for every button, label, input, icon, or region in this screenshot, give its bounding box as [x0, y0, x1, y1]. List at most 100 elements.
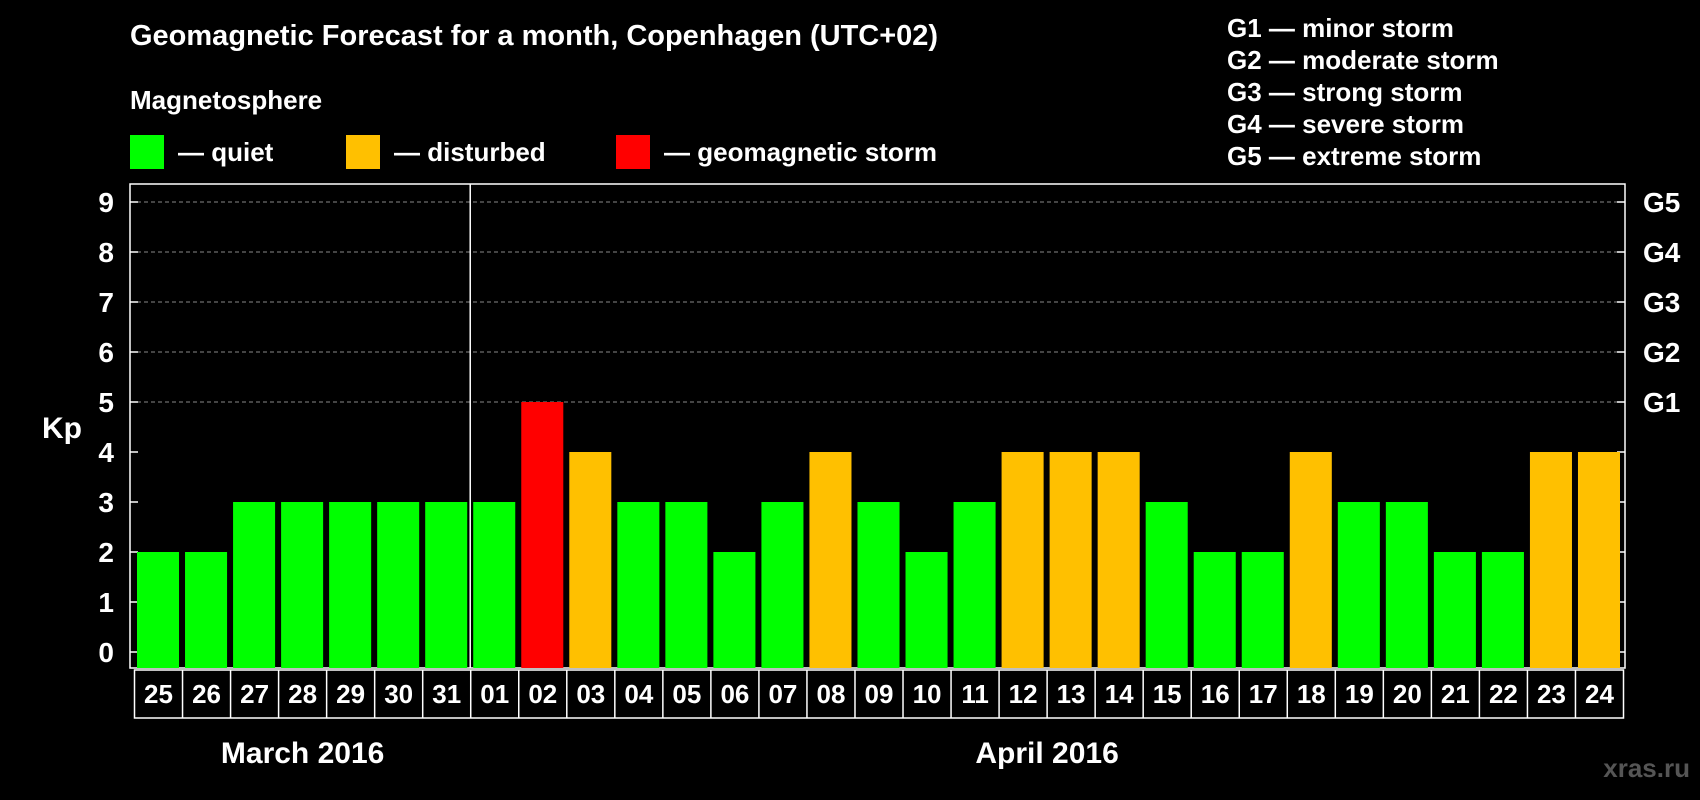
bar-11 — [953, 502, 996, 668]
x-tick-label-29: 29 — [336, 679, 365, 709]
x-tick-label-13: 13 — [1057, 679, 1086, 709]
y-axis-label: Kp — [42, 412, 82, 445]
x-tick-label-19: 19 — [1345, 679, 1374, 709]
bar-29 — [329, 502, 372, 668]
storm-scale-legend: G1 — minor storm G2 — moderate storm G3 … — [1227, 12, 1499, 172]
x-tick-label-15: 15 — [1153, 679, 1182, 709]
y-tick-label: 3 — [98, 487, 114, 518]
chart-title: Geomagnetic Forecast for a month, Copenh… — [130, 20, 939, 52]
y-tick-label: 7 — [98, 287, 114, 318]
x-tick-label-20: 20 — [1393, 679, 1422, 709]
bar-06 — [713, 552, 756, 668]
storm-scale-g2: G2 — moderate storm — [1227, 45, 1499, 75]
y-tick-label: 4 — [98, 437, 114, 468]
bar-13 — [1049, 452, 1092, 668]
x-tick-label-01: 01 — [480, 679, 509, 709]
bar-05 — [665, 502, 708, 668]
x-tick-label-12: 12 — [1009, 679, 1038, 709]
x-tick-label-18: 18 — [1297, 679, 1326, 709]
y-tick-label: 8 — [98, 237, 114, 268]
month-label-1: April 2016 — [975, 737, 1118, 770]
legend-item-disturbed: — disturbed — [346, 135, 546, 169]
bar-21 — [1433, 552, 1476, 668]
storm-scale-g3: G3 — strong storm — [1227, 77, 1463, 107]
bar-09 — [857, 502, 900, 668]
y-tick-label: 9 — [98, 187, 114, 218]
storm-scale-g5: G5 — extreme storm — [1227, 141, 1482, 171]
bar-22 — [1481, 552, 1524, 668]
bar-31 — [425, 502, 468, 668]
x-tick-label-27: 27 — [240, 679, 269, 709]
x-tick-label-30: 30 — [384, 679, 413, 709]
right-tick-label-g4: G4 — [1643, 237, 1681, 268]
right-tick-label-g5: G5 — [1643, 187, 1680, 218]
storm-scale-g4: G4 — severe storm — [1227, 109, 1465, 139]
bar-14 — [1097, 452, 1140, 668]
storm-scale-g1: G1 — minor storm — [1227, 13, 1454, 43]
x-tick-label-24: 24 — [1585, 679, 1614, 709]
y-tick-label: 2 — [98, 537, 114, 568]
y-tick-label: 5 — [98, 387, 114, 418]
month-label-0: March 2016 — [221, 737, 384, 770]
legend-swatch-storm — [616, 135, 650, 169]
bar-24 — [1577, 452, 1620, 668]
legend-item-storm: — geomagnetic storm — [616, 135, 937, 169]
right-tick-label-g3: G3 — [1643, 287, 1680, 318]
bar-01 — [473, 502, 516, 668]
bar-08 — [809, 452, 852, 668]
x-tick-label-02: 02 — [528, 679, 557, 709]
x-tick-label-09: 09 — [865, 679, 894, 709]
x-tick-label-11: 11 — [961, 679, 989, 709]
x-tick-label-08: 08 — [817, 679, 846, 709]
bar-23 — [1529, 452, 1572, 668]
x-tick-label-16: 16 — [1201, 679, 1230, 709]
bar-10 — [905, 552, 948, 668]
legend-heading: Magnetosphere — [130, 85, 323, 115]
bar-03 — [569, 452, 612, 668]
legend-swatch-quiet — [130, 135, 164, 169]
x-tick-label-26: 26 — [192, 679, 221, 709]
bar-15 — [1145, 502, 1188, 668]
x-tick-label-04: 04 — [624, 679, 653, 709]
x-tick-label-17: 17 — [1249, 679, 1278, 709]
x-tick-label-10: 10 — [913, 679, 942, 709]
bar-19 — [1337, 502, 1380, 668]
x-tick-label-22: 22 — [1489, 679, 1518, 709]
bar-02 — [521, 402, 564, 668]
bar-07 — [761, 502, 804, 668]
bar-25 — [137, 552, 180, 668]
legend-swatch-disturbed — [346, 135, 380, 169]
bar-27 — [233, 502, 276, 668]
x-tick-label-25: 25 — [144, 679, 173, 709]
x-tick-label-21: 21 — [1441, 679, 1470, 709]
x-tick-label-31: 31 — [432, 679, 461, 709]
y-tick-label: 6 — [98, 337, 114, 368]
bar-26 — [185, 552, 228, 668]
legend-label-disturbed: — disturbed — [394, 136, 546, 167]
bar-18 — [1289, 452, 1332, 668]
x-tick-label-14: 14 — [1105, 679, 1134, 709]
legend-label-quiet: — quiet — [178, 136, 274, 167]
watermark: xras.ru — [1603, 753, 1690, 783]
bar-12 — [1001, 452, 1044, 668]
bar-28 — [281, 502, 324, 668]
bar-16 — [1193, 552, 1236, 668]
bar-30 — [377, 502, 420, 668]
right-tick-label-g1: G1 — [1643, 387, 1680, 418]
x-tick-label-03: 03 — [576, 679, 605, 709]
y-tick-label: 1 — [98, 587, 114, 618]
y-tick-label: 0 — [98, 637, 114, 668]
x-tick-label-28: 28 — [288, 679, 317, 709]
bar-04 — [617, 502, 660, 668]
bar-17 — [1241, 552, 1284, 668]
x-tick-label-06: 06 — [720, 679, 749, 709]
x-tick-label-05: 05 — [672, 679, 701, 709]
x-tick-label-23: 23 — [1537, 679, 1566, 709]
legend-label-storm: — geomagnetic storm — [664, 136, 938, 167]
legend-item-quiet: — quiet — [130, 135, 273, 169]
x-tick-label-07: 07 — [768, 679, 797, 709]
bar-20 — [1385, 502, 1428, 668]
right-tick-label-g2: G2 — [1643, 337, 1680, 368]
date-strip — [133, 669, 1625, 719]
